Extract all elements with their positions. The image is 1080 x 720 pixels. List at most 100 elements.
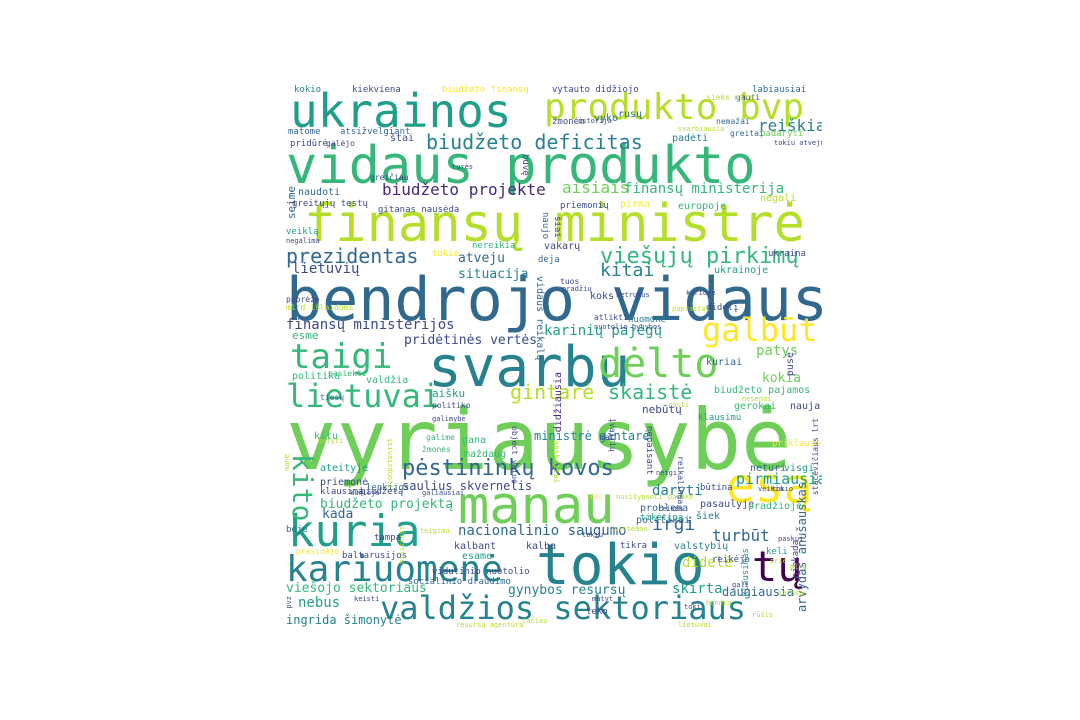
cloud-word: didelė [682, 555, 733, 571]
cloud-word: pradžioje [748, 501, 803, 512]
cloud-word: kuriai [706, 357, 743, 368]
cloud-word: irgi [652, 514, 696, 535]
cloud-word: lietuvai [286, 377, 441, 415]
cloud-word: kariuomenė [286, 549, 503, 590]
cloud-word: esą [726, 458, 813, 514]
cloud-word: žmonės [422, 445, 451, 454]
cloud-word: biudžeto finansų [442, 85, 529, 95]
cloud-word: gerokai [734, 401, 777, 412]
cloud-word: object value [510, 426, 519, 484]
cloud-word: kalbant [454, 541, 497, 552]
cloud-word: baltarusijos [342, 551, 408, 561]
cloud-word: politiko [432, 401, 471, 410]
cloud-word: kitai [600, 260, 655, 281]
cloud-word: įsivaizduoti [386, 438, 394, 489]
cloud-word: bendra [706, 599, 732, 607]
cloud-word: svarbu [428, 335, 631, 400]
cloud-word: keisti [354, 595, 380, 603]
cloud-word: dėlto [598, 341, 719, 387]
cloud-word: kuria [288, 506, 421, 557]
cloud-word: finansų ministerija [624, 181, 785, 197]
word-cloud: vyriausybė bendrojo vidaus vidaus produk… [282, 82, 822, 630]
cloud-word: kurioje [350, 489, 380, 497]
cloud-word: pirma [620, 199, 651, 210]
cloud-word: galimybė [432, 415, 466, 423]
cloud-word: paskui [778, 535, 804, 543]
cloud-word: negalima [286, 237, 320, 245]
cloud-word: žmonėm [552, 117, 585, 127]
cloud-word: mat [600, 433, 615, 442]
cloud-word: gintarė [510, 380, 595, 404]
cloud-word: pabrėže [286, 295, 320, 304]
cloud-word: gauti [736, 93, 761, 102]
cloud-word: bendrojo vidaus [286, 265, 822, 335]
cloud-word: paprastai [672, 305, 710, 313]
cloud-word: europoje [678, 201, 727, 212]
cloud-word: netrukus [616, 291, 650, 299]
cloud-word: tuos [560, 277, 580, 286]
cloud-word: istorija [578, 117, 612, 125]
cloud-word: socialinio draudimo [408, 577, 511, 587]
cloud-word: kada [322, 507, 354, 522]
cloud-word: keli [766, 547, 788, 557]
cloud-word: tikėtina [640, 513, 684, 523]
cloud-word: maždaug [464, 449, 507, 460]
cloud-word: neturi [750, 463, 787, 474]
cloud-word: reikalinga [676, 456, 685, 505]
cloud-word: reikės [658, 505, 684, 513]
cloud-word: gitanas nausėda [378, 205, 460, 215]
cloud-word: sieks mlrd [706, 93, 755, 102]
cloud-word: turės [452, 163, 474, 171]
cloud-word: didelį [706, 303, 739, 313]
cloud-word: valdžios sektoriaus [380, 589, 747, 627]
cloud-word: priemonė [320, 477, 369, 488]
cloud-word: matome [288, 127, 321, 137]
cloud-word: vytauto didžiojo [552, 85, 639, 95]
cloud-word: negali [760, 193, 797, 204]
cloud-word: galėjo [326, 139, 355, 148]
cloud-word: saulius skvernelis [402, 479, 533, 493]
cloud-word: reiškia [758, 116, 822, 135]
cloud-word: tačiau [522, 617, 548, 625]
cloud-word: pirmiausia [736, 470, 822, 488]
cloud-word: kiekviena [352, 85, 401, 95]
cloud-word: pradžių [562, 285, 592, 293]
cloud-word: esme [292, 329, 319, 342]
cloud-word: veikia [758, 485, 784, 493]
cloud-word: esame [462, 551, 493, 562]
cloud-word: mlrd išlaidoms [286, 303, 354, 312]
cloud-word: mlrd [790, 563, 807, 571]
cloud-word: kurioje [686, 289, 716, 297]
cloud-word: kokia [762, 371, 802, 386]
cloud-word: padėti [672, 133, 709, 144]
cloud-word: padaryti [760, 129, 804, 139]
cloud-word: buvę [520, 154, 530, 176]
cloud-word: ukraina [768, 249, 806, 259]
cloud-word: nuotolio gynybos [594, 323, 662, 331]
cloud-word: pasiekti [328, 369, 367, 378]
cloud-word: mane [283, 454, 291, 471]
cloud-word: šiai [552, 216, 562, 238]
cloud-word: priklauso [772, 439, 821, 449]
cloud-word: finansų ministerijos [286, 317, 455, 333]
cloud-word: ingrida šimonytė [286, 613, 402, 627]
cloud-word: galiausiai [422, 489, 465, 497]
cloud-word: lietuvių [292, 261, 360, 277]
cloud-word: manau [458, 476, 615, 536]
cloud-word: rūšis [752, 611, 774, 619]
cloud-word: pridėtinės vertės [404, 333, 538, 348]
cloud-word: kitu [314, 431, 339, 442]
cloud-word: atveju [458, 251, 505, 266]
cloud-word: rasti [668, 401, 690, 409]
cloud-word: valdžia [366, 375, 409, 386]
cloud-word: labiausiai [752, 85, 807, 95]
cloud-word: viešųjų pirkimų [600, 244, 799, 269]
cloud-word: pusė [785, 352, 796, 377]
cloud-word: kito [286, 454, 319, 522]
cloud-word: nusišypsoti [616, 493, 663, 501]
cloud-word: biudžeto projekte [382, 180, 546, 199]
cloud-word: apskritai [552, 440, 561, 484]
cloud-word: pėstininkų kovos [402, 456, 614, 481]
cloud-word: vyko [594, 113, 619, 124]
cloud-word: pvz [285, 596, 293, 609]
